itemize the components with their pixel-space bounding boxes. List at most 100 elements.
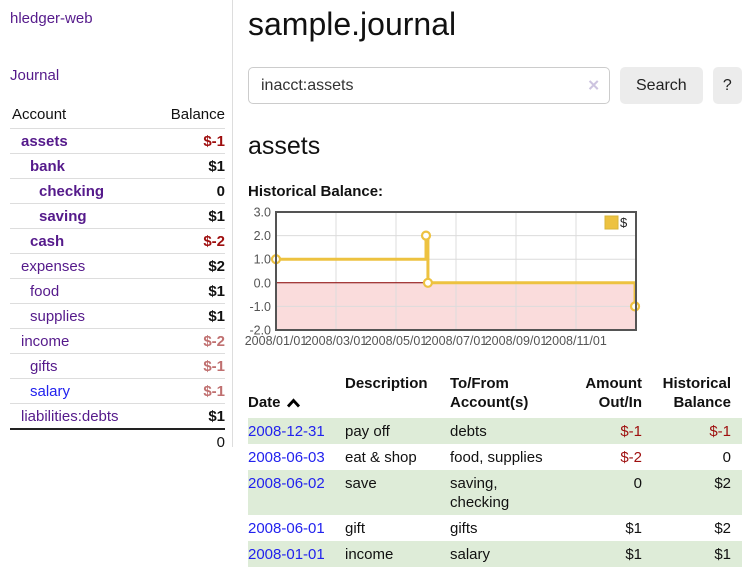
transaction-balance: $2	[714, 520, 731, 537]
sort-ascending-icon	[286, 398, 300, 408]
account-balance: $2	[151, 253, 225, 279]
transaction-amount: $1	[580, 541, 645, 567]
account-balance: $-2	[151, 328, 225, 354]
account-balance: $1	[151, 278, 225, 304]
transaction-balance: $2	[645, 470, 742, 515]
svg-text:2008/09/01: 2008/09/01	[485, 334, 548, 348]
accounts-total-row: 0	[10, 428, 225, 454]
accounts-header-row: Account Balance	[10, 104, 225, 129]
accounts-header-account: Account	[12, 106, 67, 123]
svg-text:2008/01/01: 2008/01/01	[245, 334, 308, 348]
transaction-description: pay off	[345, 418, 450, 444]
search-button[interactable]: Search	[620, 67, 703, 104]
account-row: assets $-1	[10, 128, 225, 154]
account-link[interactable]: supplies	[30, 308, 86, 325]
svg-text:-1.0: -1.0	[249, 300, 271, 314]
transaction-accounts: food, supplies	[450, 449, 543, 466]
search-form: ✕ Search ?	[248, 67, 742, 104]
search-input[interactable]	[248, 67, 610, 104]
account-balance: $1	[151, 203, 225, 229]
svg-text:1.0: 1.0	[254, 253, 271, 267]
transaction-date-link[interactable]: 2008-06-02	[248, 475, 325, 492]
transaction-balance: $-1	[645, 418, 742, 444]
app-title-link[interactable]: hledger-web	[10, 10, 93, 27]
account-link[interactable]: liabilities:debts	[21, 408, 119, 425]
transaction-row: 2008-06-02 save saving, checking 0 $2	[248, 470, 742, 515]
svg-text:-2.0: -2.0	[249, 324, 271, 338]
transaction-date-link[interactable]: 2008-06-01	[248, 520, 325, 537]
account-row: liabilities:debts $1	[10, 403, 225, 429]
transaction-accounts: saving, checking	[450, 470, 580, 515]
account-balance: $-2	[151, 228, 225, 254]
account-row: food $1	[10, 278, 225, 304]
svg-text:2.0: 2.0	[254, 229, 271, 243]
account-balance: $-1	[151, 353, 225, 379]
transaction-row: 2008-06-01 gift gifts $1 $2	[248, 515, 742, 541]
svg-text:3.0: 3.0	[254, 206, 271, 220]
svg-text:2008/07/01: 2008/07/01	[425, 334, 488, 348]
accounts-total: 0	[151, 428, 225, 454]
account-link[interactable]: assets	[21, 133, 68, 150]
transaction-date-link[interactable]: 2008-06-03	[248, 449, 325, 466]
transaction-date-link[interactable]: 2008-01-01	[248, 546, 325, 563]
account-row: supplies $1	[10, 303, 225, 329]
register-table: Date Description To/From Account(s) Amou…	[248, 374, 742, 567]
chart-label: Historical Balance:	[248, 183, 384, 200]
accounts-header-balance: Balance	[170, 106, 225, 123]
transaction-amount: 0	[580, 470, 645, 515]
account-row: cash $-2	[10, 228, 225, 254]
register-header-row: Date Description To/From Account(s) Amou…	[248, 374, 742, 418]
transaction-row: 2008-06-03 eat & shop food, supplies $-2…	[248, 444, 742, 470]
help-button[interactable]: ?	[712, 67, 742, 104]
transaction-balance: 0	[722, 449, 731, 466]
page-title: sample.journal	[248, 6, 457, 42]
account-row: gifts $-1	[10, 353, 225, 379]
clear-search-icon[interactable]: ✕	[587, 77, 600, 94]
transaction-date-link[interactable]: 2008-12-31	[248, 423, 325, 440]
svg-text:2008/03/01: 2008/03/01	[305, 334, 368, 348]
transaction-balance: $1	[645, 541, 742, 567]
account-row: income $-2	[10, 328, 225, 354]
transaction-row: 2008-01-01 income salary $1 $1	[248, 541, 742, 567]
transaction-amount: $1	[625, 520, 642, 537]
transaction-amount: $-1	[580, 418, 645, 444]
svg-text:2008/11/01: 2008/11/01	[545, 334, 607, 348]
account-heading: assets	[248, 132, 321, 160]
account-balance: $-1	[151, 128, 225, 154]
register-header-description: Description	[345, 375, 428, 392]
main-content: sample.journal ✕ Search ? assets Histori…	[245, 0, 742, 567]
register-header-date[interactable]: Date	[248, 374, 345, 418]
transaction-accounts: debts	[450, 418, 580, 444]
svg-text:$: $	[620, 215, 628, 230]
accounts-table: Account Balance assets $-1 bank $1 check…	[10, 104, 225, 454]
sidebar: hledger-web Journal Account Balance asse…	[0, 0, 233, 454]
svg-text:0.0: 0.0	[254, 276, 271, 290]
sidebar-item-journal[interactable]: Journal	[10, 67, 60, 84]
account-row: expenses $2	[10, 253, 225, 279]
transaction-amount: $-2	[620, 449, 642, 466]
account-balance: 0	[151, 178, 225, 204]
transaction-description: income	[345, 541, 450, 567]
account-link[interactable]: gifts	[30, 358, 58, 375]
account-link[interactable]: salary	[30, 383, 71, 400]
account-link[interactable]: bank	[30, 158, 66, 175]
chart-canvas: $3.0 2.0 1.0 0.0 -1.0 -2.02008/01/012008/03/0…	[245, 206, 641, 348]
account-balance: $1	[151, 403, 225, 429]
transaction-description: gift	[345, 520, 366, 537]
register-header-balance: Historical Balance	[662, 375, 731, 411]
account-link[interactable]: food	[30, 283, 60, 300]
account-balance: $1	[151, 153, 225, 179]
account-balance: $-1	[151, 378, 225, 404]
register-header-amount: Amount Out/In	[585, 375, 642, 411]
transaction-description: eat & shop	[345, 449, 417, 466]
transaction-accounts: salary	[450, 541, 580, 567]
transaction-row: 2008-12-31 pay off debts $-1 $-1	[248, 418, 742, 444]
search-box: ✕	[248, 67, 610, 104]
historical-balance-chart: $3.0 2.0 1.0 0.0 -1.0 -2.0 2008/01/01 2008/03/0…	[245, 206, 742, 348]
account-link[interactable]: cash	[30, 233, 65, 250]
account-link[interactable]: expenses	[21, 258, 86, 275]
account-link[interactable]: income	[21, 333, 70, 350]
account-link[interactable]: checking	[39, 183, 105, 200]
account-row: checking 0	[10, 178, 225, 204]
account-link[interactable]: saving	[39, 208, 87, 225]
